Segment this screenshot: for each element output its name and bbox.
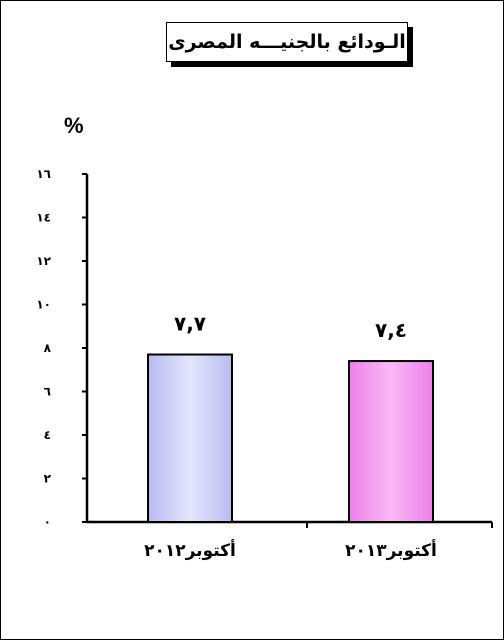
y-tick-label: ١٠: [36, 298, 51, 312]
bar: [147, 353, 233, 523]
bar: [348, 360, 434, 523]
y-tick-label: ١٦: [36, 167, 51, 181]
bar-data-label: ٧,٧: [174, 312, 206, 336]
plot-area: ٠ ٢ ٤ ٦ ٨ ١٠ ١٢ ١٤ ١٦ ٧,٧ أكتوبر٢٠١٢ ٧,٤ أكتوبر٢٠١٣: [36, 167, 493, 561]
y-tick-label: ١٤: [36, 211, 51, 225]
y-tick-label: ٨: [44, 341, 52, 355]
y-tick-label: ٢: [44, 472, 52, 486]
x-category-label: أكتوبر٢٠١٣: [345, 539, 437, 561]
chart-title: الـودائع بالجنيـــه المصرى: [166, 22, 408, 62]
y-tick-label: ١٢: [36, 254, 51, 268]
y-tick-label: ٦: [44, 385, 51, 399]
bar-data-label: ٧,٤: [375, 318, 407, 342]
y-tick-label: ٤: [44, 428, 51, 442]
x-category-label: أكتوبر٢٠١٢: [144, 539, 236, 561]
y-axis-unit-label: %: [64, 113, 84, 138]
y-tick-label: ٠: [44, 515, 51, 529]
